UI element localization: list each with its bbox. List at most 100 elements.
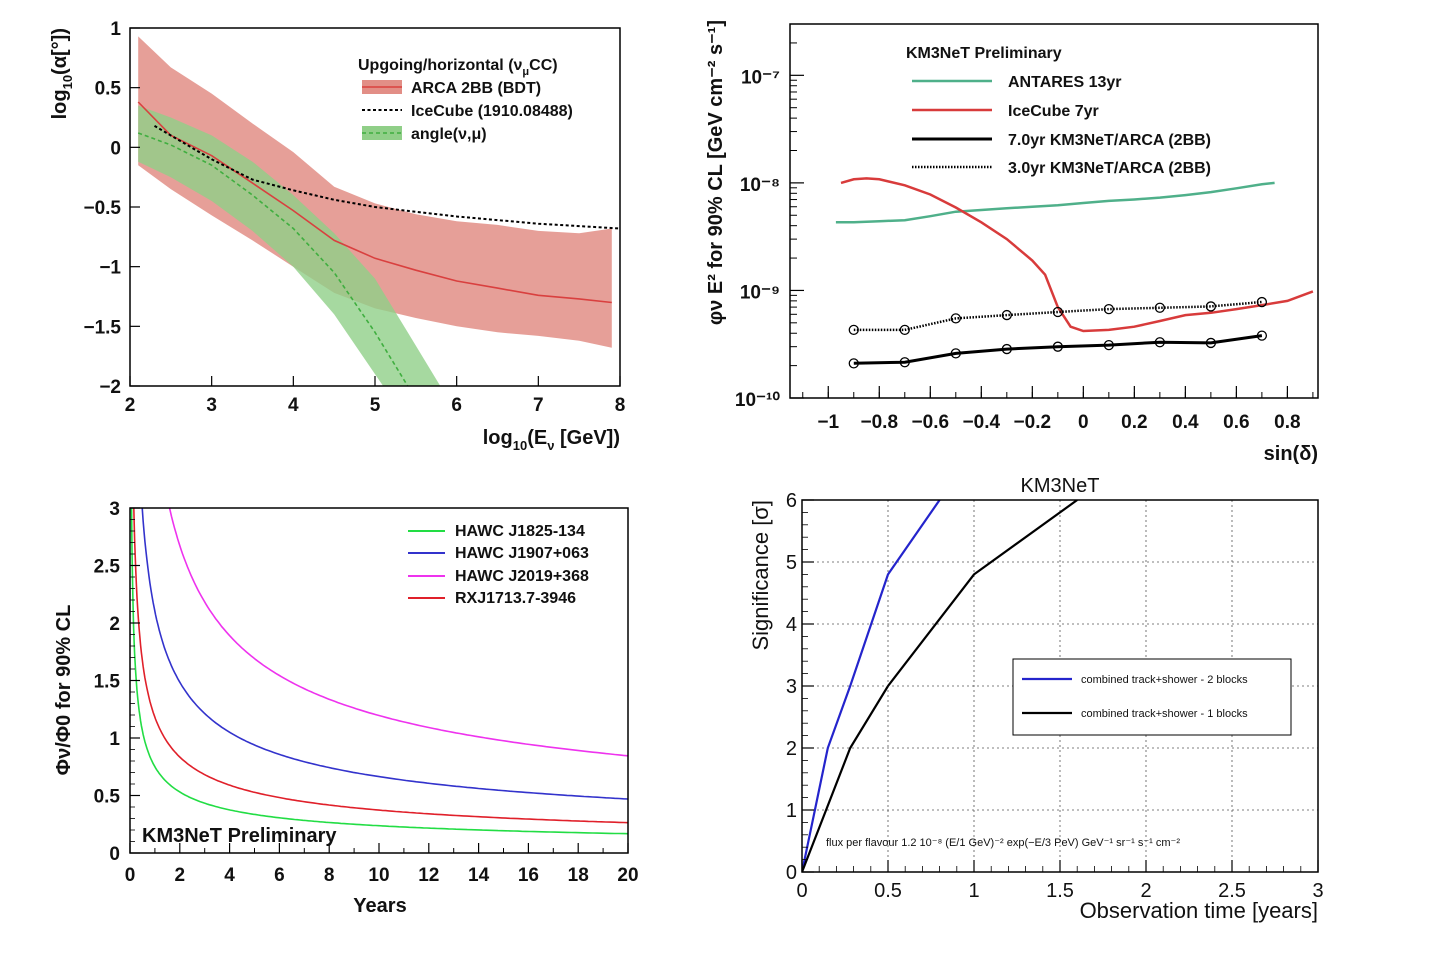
chart-title: KM3NeT: [1021, 475, 1100, 497]
panel-significance-time: 0 0.5 1 1.5 2 2.5 3 0 1 2 3 4 5 6 KM3NeT Observation ti…: [748, 475, 1324, 923]
y-tick-label: 1: [109, 729, 120, 750]
marker-arca-7yr: [1256, 330, 1268, 341]
x-tick-label: 0: [125, 865, 136, 886]
x-tick-label: 8: [324, 865, 335, 886]
x-tick-label: 2: [175, 865, 186, 886]
line-j2019: [168, 508, 628, 757]
legend-panel-3: HAWC J1825-134 HAWC J1907+063 HAWC J2019+3…: [408, 523, 589, 607]
y-axis-label: log10(α[°]): [49, 28, 75, 119]
y-axis-label: φν E² for 90% CL [GeV cm⁻² s⁻¹]: [705, 20, 727, 325]
y-tick-label: 5: [786, 552, 797, 574]
y-tick-label: 10⁻⁹: [740, 282, 780, 303]
x-tick-label: 1.5: [1046, 880, 1074, 902]
x-tick-label: 0: [796, 880, 807, 902]
legend-label-icecube: IceCube 7yr: [1008, 103, 1099, 120]
y-tick-label: 10⁻⁸: [740, 175, 780, 196]
legend-label-2-blocks: combined track+shower - 2 blocks: [1081, 674, 1248, 686]
legend-title-part: CC): [529, 57, 557, 74]
x-tick-label: −0.8: [861, 412, 899, 433]
line-icecube: [153, 125, 620, 230]
marker-arca-7yr: [950, 348, 961, 359]
x-axis-label: Observation time [years]: [1080, 898, 1318, 923]
legend-panel-2: KM3NeT Preliminary ANTARES 13yr IceCube 7y…: [906, 45, 1211, 177]
x-tick-label: −1: [817, 412, 839, 433]
plot-area-1: [137, 36, 620, 386]
x-axis-label-part: log: [483, 427, 513, 449]
marker-arca-7yr: [899, 357, 910, 368]
legend-label-arca-7yr: 7.0yr KM3NeT/ARCA (2BB): [1008, 132, 1211, 149]
plot-frame-2: [789, 23, 1319, 399]
x-tick-label: 0.5: [874, 880, 902, 902]
y-tick-label: 0: [109, 844, 120, 865]
y-axis-label-sub: 10: [60, 75, 75, 89]
marker-arca-3yr: [848, 324, 859, 336]
x-tick-label: 5: [370, 395, 381, 416]
x-tick-label: 20: [617, 865, 638, 886]
line-angle-median: [137, 132, 409, 386]
x-tick-label: 0.6: [1223, 412, 1249, 433]
x-tick-label: 8: [615, 395, 626, 416]
line-j1825: [130, 508, 628, 835]
legend-label-1-blocks: combined track+shower - 1 blocks: [1081, 708, 1248, 720]
marker-arca-7yr: [848, 358, 859, 369]
legend-box: [1012, 658, 1292, 736]
x-axis-label-part: (E: [527, 427, 547, 449]
line-antares: [835, 181, 1275, 224]
plot-area-2: [835, 177, 1314, 369]
y-tick-label: 0: [110, 138, 121, 159]
x-tick-label: 14: [468, 865, 490, 886]
y-axis-label: Significance [σ]: [748, 500, 773, 651]
band-angle-nu-mu: [138, 105, 441, 386]
plot-area-4: [802, 500, 1078, 872]
legend-swatch-angle-band: [362, 126, 402, 140]
x-tick-label: 2: [125, 395, 136, 416]
y-tick-label: 10⁻¹⁰: [735, 390, 780, 411]
x-tick-label: 6: [274, 865, 285, 886]
marker-arca-7yr: [1052, 341, 1063, 352]
x-tick-label: 2.5: [1218, 880, 1246, 902]
legend-title: Upgoing/horizontal (νμCC): [358, 57, 558, 78]
line-arca-7yr: [853, 334, 1263, 365]
y-tick-label: 0.5: [95, 79, 122, 100]
y-tick-label: 1.5: [94, 672, 121, 693]
y-tick-label: 2.5: [94, 557, 121, 578]
x-tick-label: 16: [518, 865, 539, 886]
y-tick-label: −1: [99, 258, 121, 279]
legend-label-angle: angle(ν,μ): [411, 126, 487, 143]
x-tick-label: 0: [1078, 412, 1089, 433]
y-tick-label: 4: [786, 614, 797, 636]
legend-label-rxj1713: RXJ1713.7-3946: [455, 590, 576, 607]
y-tick-label: 10⁻⁷: [741, 67, 780, 88]
x-tick-label: 6: [451, 395, 462, 416]
line-arca-2bb-median: [137, 101, 612, 304]
y-tick-label: 3: [786, 676, 797, 698]
legend-label-j1825: HAWC J1825-134: [455, 523, 585, 540]
marker-arca-3yr: [1154, 302, 1166, 313]
x-tick-label: 4: [224, 865, 235, 886]
y-tick-label: 2: [786, 738, 797, 760]
legend-panel-4: combined track+shower - 2 blocks combined…: [1012, 658, 1292, 736]
x-tick-label: 3: [206, 395, 217, 416]
x-tick-label: −0.2: [1014, 412, 1052, 433]
legend-title: KM3NeT Preliminary: [906, 45, 1062, 62]
x-tick-label: 3: [1312, 880, 1323, 902]
annotation-km3net-preliminary: KM3NeT Preliminary: [142, 825, 337, 847]
x-axis-label-sub: ν: [547, 438, 554, 453]
marker-arca-3yr: [1103, 303, 1114, 315]
marker-arca-3yr: [1001, 309, 1012, 321]
y-tick-label: 6: [786, 490, 797, 512]
line-icecube: [840, 177, 1314, 333]
annotation-flux: flux per flavour 1.2 10⁻⁸ (E/1 GeV)⁻² ex…: [826, 837, 1180, 849]
legend-label-j2019: HAWC J2019+368: [455, 568, 589, 585]
y-tick-label: 1: [110, 19, 121, 40]
y-axis-label-part: log: [49, 89, 71, 119]
legend-label-antares: ANTARES 13yr: [1008, 74, 1122, 91]
line-arca-3yr: [853, 300, 1263, 332]
x-tick-label: 4: [288, 395, 299, 416]
legend-title-sub: μ: [522, 66, 529, 78]
legend-label-j1907: HAWC J1907+063: [455, 545, 589, 562]
y-axis-label: Φν/Φ0 for 90% CL: [53, 605, 75, 776]
marker-arca-7yr: [1205, 337, 1217, 349]
x-axis-label: sin(δ): [1264, 443, 1318, 465]
